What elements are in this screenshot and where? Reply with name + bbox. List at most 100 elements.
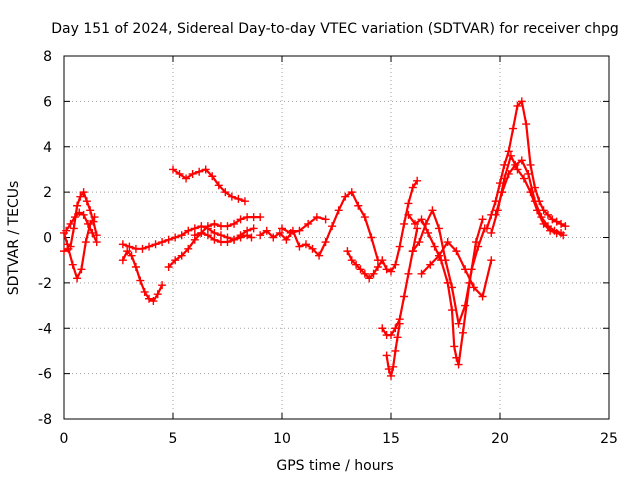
data-point bbox=[360, 269, 369, 278]
data-point bbox=[86, 206, 95, 215]
data-point bbox=[75, 208, 84, 217]
data-point bbox=[557, 228, 566, 237]
data-point bbox=[519, 174, 528, 183]
data-point bbox=[410, 219, 419, 228]
data-series bbox=[60, 97, 570, 380]
series-arc-6 bbox=[164, 213, 265, 271]
data-point bbox=[223, 238, 232, 247]
data-point bbox=[400, 219, 409, 228]
data-point bbox=[125, 242, 134, 251]
data-point bbox=[247, 233, 256, 242]
data-point bbox=[504, 147, 513, 156]
data-point bbox=[415, 238, 424, 247]
data-point bbox=[131, 262, 140, 271]
data-point bbox=[210, 219, 219, 228]
data-point bbox=[164, 262, 173, 271]
data-point bbox=[434, 224, 443, 233]
x-tick-label: 10 bbox=[273, 431, 291, 447]
data-point bbox=[347, 188, 356, 197]
data-point bbox=[382, 351, 391, 360]
data-point bbox=[275, 228, 284, 237]
data-point bbox=[421, 219, 430, 228]
data-point bbox=[295, 242, 304, 251]
data-point bbox=[195, 167, 204, 176]
data-point bbox=[203, 222, 212, 231]
data-point bbox=[369, 269, 378, 278]
data-point bbox=[164, 235, 173, 244]
data-point bbox=[210, 235, 219, 244]
data-point bbox=[249, 224, 258, 233]
data-point bbox=[77, 265, 86, 274]
series-arc-17 bbox=[482, 97, 570, 233]
data-point bbox=[214, 181, 223, 190]
data-point bbox=[278, 224, 286, 233]
data-point bbox=[151, 240, 160, 249]
data-point bbox=[240, 197, 249, 206]
data-point bbox=[73, 274, 82, 283]
data-point bbox=[513, 165, 522, 174]
data-point bbox=[83, 219, 92, 228]
data-point bbox=[79, 210, 88, 219]
grid-lines bbox=[64, 56, 609, 419]
data-point bbox=[92, 238, 101, 247]
data-point bbox=[158, 238, 167, 247]
data-point bbox=[517, 97, 526, 106]
y-tick-label: 8 bbox=[43, 49, 52, 65]
data-point bbox=[530, 197, 539, 206]
data-point bbox=[69, 224, 78, 233]
data-point bbox=[441, 256, 450, 265]
data-point bbox=[522, 120, 531, 129]
data-point bbox=[452, 353, 461, 362]
data-point bbox=[428, 206, 437, 215]
data-point bbox=[184, 244, 193, 253]
data-point bbox=[171, 256, 180, 265]
data-point bbox=[190, 231, 199, 240]
data-point bbox=[417, 269, 426, 278]
data-point bbox=[210, 228, 219, 237]
data-point bbox=[352, 260, 361, 269]
data-point bbox=[450, 342, 459, 351]
data-point bbox=[404, 199, 413, 208]
y-tick-labels: -8 -6 -4 -2 0 2 4 6 8 bbox=[38, 49, 52, 428]
data-point bbox=[448, 283, 457, 292]
data-point bbox=[424, 228, 433, 237]
data-point bbox=[391, 260, 400, 269]
data-point bbox=[557, 219, 566, 228]
data-point bbox=[537, 213, 546, 222]
data-point bbox=[256, 231, 265, 240]
data-point bbox=[498, 188, 507, 197]
series-arc-10 bbox=[278, 213, 330, 237]
data-point bbox=[548, 215, 557, 224]
data-point bbox=[391, 346, 400, 355]
data-point bbox=[227, 192, 236, 201]
data-point bbox=[552, 217, 561, 226]
data-point bbox=[504, 169, 513, 178]
series-line bbox=[259, 191, 379, 262]
data-point bbox=[487, 228, 496, 237]
data-point bbox=[66, 219, 75, 228]
data-point bbox=[373, 262, 382, 271]
data-point bbox=[282, 235, 291, 244]
data-point bbox=[182, 174, 191, 183]
data-point bbox=[408, 247, 417, 256]
y-tick-label: 4 bbox=[43, 140, 52, 156]
data-point bbox=[60, 247, 68, 256]
data-point bbox=[543, 210, 552, 219]
y-tick-label: 2 bbox=[43, 185, 52, 201]
data-point bbox=[454, 360, 463, 369]
series-line bbox=[121, 250, 164, 303]
data-point bbox=[230, 235, 239, 244]
data-point bbox=[62, 226, 71, 235]
data-point bbox=[140, 287, 149, 296]
data-point bbox=[393, 333, 402, 342]
data-point bbox=[184, 226, 193, 235]
x-tick-label: 25 bbox=[600, 431, 618, 447]
data-point bbox=[197, 228, 206, 237]
data-point bbox=[343, 247, 352, 256]
data-point bbox=[454, 319, 463, 328]
data-point bbox=[169, 165, 177, 174]
data-point bbox=[404, 269, 413, 278]
data-point bbox=[430, 242, 439, 251]
series-line bbox=[280, 216, 327, 235]
data-point bbox=[384, 365, 393, 374]
